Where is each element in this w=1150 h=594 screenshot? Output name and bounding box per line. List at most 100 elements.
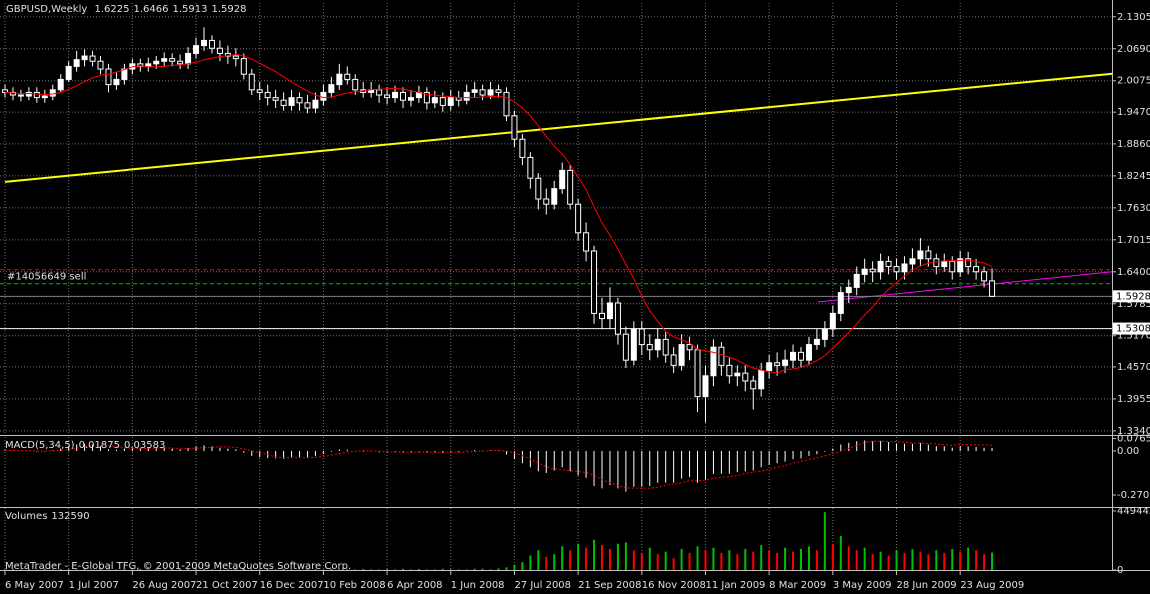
y-tick-label: -0.27039: [1117, 490, 1150, 501]
candle-body: [893, 266, 900, 273]
candle-body: [49, 89, 56, 97]
y-tick-label: 2.1305: [1117, 12, 1150, 23]
candle-body: [630, 328, 637, 361]
candle-body: [981, 271, 988, 282]
candle-body: [113, 78, 120, 86]
price-box: [1113, 322, 1150, 335]
candle-body: [710, 346, 717, 377]
candle-body: [829, 312, 836, 330]
candle-body: [885, 260, 892, 268]
candle-body: [989, 280, 996, 297]
candle-body: [909, 258, 916, 265]
y-tick-label: 1.5785: [1117, 299, 1150, 310]
x-tick-label: 16 Nov 2008: [642, 580, 706, 591]
candle-body: [957, 258, 964, 273]
x-tick-label: 28 Jun 2009: [897, 580, 957, 591]
trendline: [817, 271, 1113, 303]
candle-body: [105, 68, 112, 86]
candle-body: [145, 63, 152, 67]
y-tick-label: 1.3340: [1117, 426, 1150, 437]
candle-body: [798, 351, 804, 361]
candle-body: [240, 58, 247, 75]
candle-body: [925, 250, 932, 260]
candle-body: [479, 89, 486, 96]
candle-body: [543, 198, 550, 205]
candle-body: [853, 273, 860, 288]
candle-body: [487, 89, 494, 96]
candle-body: [535, 177, 542, 200]
candle-body: [81, 55, 88, 61]
candle-body: [65, 65, 72, 80]
candle-body: [805, 344, 812, 361]
candle-body: [837, 292, 844, 314]
y-tick-label: 449443: [1117, 506, 1150, 517]
x-tick-label: 16 Dec 2007: [260, 580, 324, 591]
candle-body: [407, 97, 414, 101]
x-tick-label: 27 Jul 2008: [514, 580, 571, 591]
candle-body: [790, 351, 797, 361]
y-tick-label: 1.7015: [1117, 235, 1150, 246]
candle-body: [216, 47, 223, 54]
candle-body: [423, 91, 430, 104]
ohlc-value: 1.6225: [94, 4, 130, 15]
indicator-name: MACD(5,34,5): [5, 440, 75, 451]
candle-body: [670, 354, 677, 366]
candle-body: [678, 344, 685, 366]
candle-body: [662, 338, 669, 356]
y-tick-label: 1.8860: [1117, 139, 1150, 150]
candle-body: [583, 232, 590, 252]
candle-body: [447, 97, 454, 106]
candle-body: [439, 97, 446, 106]
candle-body: [431, 97, 438, 104]
candle-body: [89, 55, 96, 62]
candle-body: [606, 302, 613, 320]
candle-body: [503, 91, 510, 117]
candle-body: [376, 89, 383, 96]
candle-body: [551, 188, 558, 205]
candle-body: [614, 302, 621, 335]
candle-body: [463, 91, 470, 101]
trendline: [4, 72, 1113, 183]
candle-body: [296, 97, 303, 104]
candle-body: [264, 91, 271, 99]
y-tick-label: 1.8245: [1117, 171, 1150, 182]
candle-body: [137, 63, 144, 67]
candle-body: [201, 39, 207, 47]
candle-body: [312, 99, 319, 109]
symbol: GBPUSD,Weekly: [6, 4, 88, 15]
x-tick-label: 21 Sep 2008: [578, 580, 641, 591]
candle-body: [901, 263, 908, 273]
price-box-label: 1.5308: [1116, 324, 1150, 335]
x-tick-label: 6 Apr 2008: [387, 580, 442, 591]
candle-body: [782, 359, 789, 366]
price-header: GBPUSD,Weekly 1.6225 1.6466 1.5913 1.5928: [6, 4, 250, 16]
candle-body: [646, 344, 653, 351]
candle-body: [57, 78, 64, 91]
candle-body: [41, 95, 48, 99]
candle-body: [97, 60, 104, 70]
candle-body: [336, 73, 343, 86]
x-tick-label: 1 Jun 2008: [451, 580, 505, 591]
candle-body: [185, 52, 192, 65]
candle-body: [654, 338, 661, 351]
price-box-label: 1.5928: [1116, 291, 1150, 302]
candle-body: [949, 260, 956, 273]
candle-body: [718, 346, 725, 366]
candle-body: [933, 258, 940, 268]
y-tick-label: 1.5170: [1117, 331, 1150, 342]
y-tick-label: 1.4570: [1117, 362, 1150, 373]
candle-body: [599, 312, 605, 320]
candle-body: [559, 169, 566, 190]
candle-body: [384, 94, 391, 99]
candle-body: [193, 45, 200, 54]
candle-body: [272, 97, 279, 101]
candle-body: [861, 268, 868, 275]
candle-body: [965, 258, 972, 268]
candle-body: [813, 338, 820, 346]
candle-body: [161, 58, 168, 62]
candle-body: [742, 372, 749, 382]
ohlc-value: 1.5928: [211, 4, 247, 15]
candle-body: [877, 260, 884, 273]
